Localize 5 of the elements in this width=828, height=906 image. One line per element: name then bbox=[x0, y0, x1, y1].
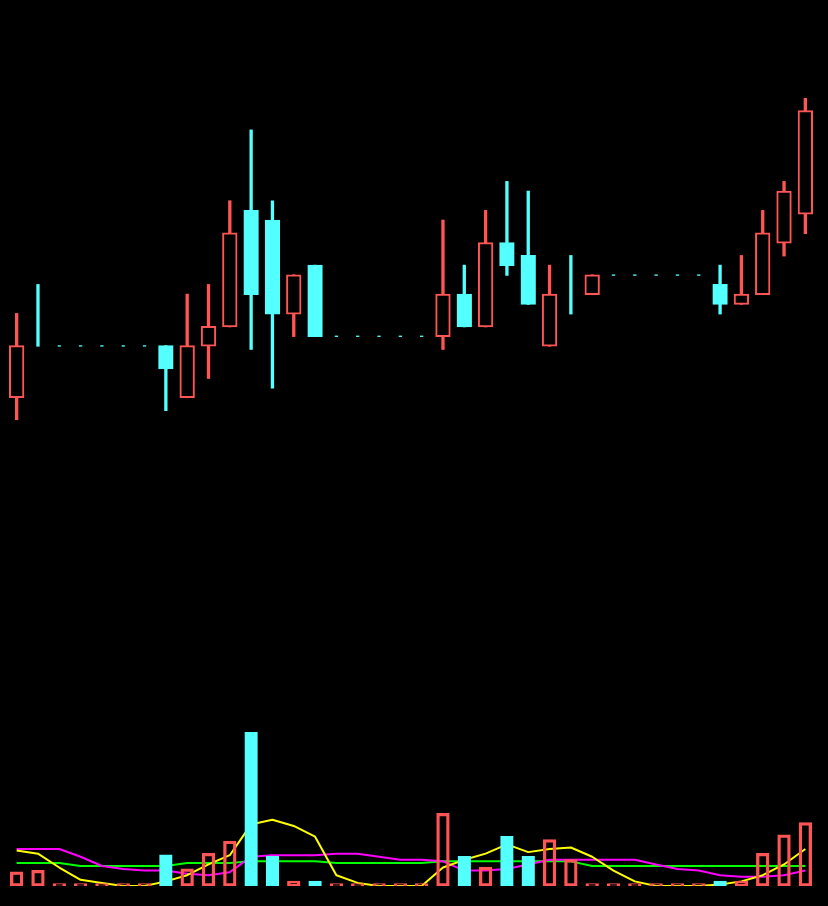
bar bbox=[521, 856, 535, 886]
bar bbox=[457, 856, 471, 886]
candlestick bbox=[499, 181, 515, 276]
bar bbox=[265, 856, 280, 886]
bar bbox=[159, 854, 173, 886]
